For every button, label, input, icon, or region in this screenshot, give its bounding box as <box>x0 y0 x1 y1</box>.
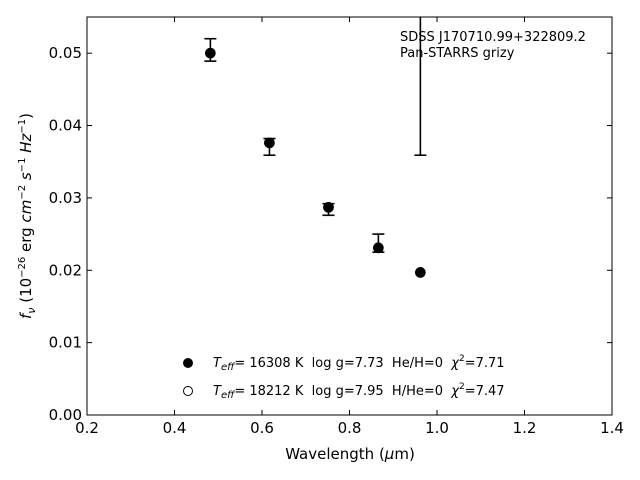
y-tick-label: 0.02 <box>49 261 82 279</box>
svg-text:fν (10−26 erg cm−2 s−1 Hz−1): fν (10−26 erg cm−2 s−1 Hz−1) <box>17 113 38 319</box>
x-tick-label: 0.4 <box>163 419 187 437</box>
legend-entry-2: Teff= 18212 K log g=7.95 H/He=0 χ2=7.47 <box>213 382 505 401</box>
x-tick-label: 1.4 <box>600 419 624 437</box>
model-point-filled <box>264 137 275 149</box>
x-tick-label: 0.6 <box>250 419 274 437</box>
legend-entry-1: Teff= 16308 K log g=7.73 He/H=0 χ2=7.71 <box>213 354 505 373</box>
y-tick-label: 0.05 <box>49 44 82 62</box>
legend: Teff= 16308 K log g=7.73 He/H=0 χ2=7.71 … <box>183 354 505 401</box>
y-axis-title: fν (10−26 erg cm−2 s−1 Hz−1) <box>17 113 38 319</box>
model-point-filled <box>323 202 334 213</box>
model-point-filled <box>205 47 216 59</box>
survey-annotation: Pan-STARRS grizy <box>400 46 515 61</box>
y-tick-label: 0.00 <box>49 406 82 424</box>
x-axis: 0.2 0.4 0.6 0.8 1.0 1.2 1.4 <box>75 17 624 437</box>
y-tick-label: 0.04 <box>49 117 82 135</box>
legend-marker-filled <box>183 358 193 368</box>
x-axis-title: Wavelength (μm) <box>285 445 415 463</box>
x-tick-label: 1.2 <box>513 419 537 437</box>
x-tick-label: 1.0 <box>425 419 449 437</box>
y-axis: 0.00 0.01 0.02 0.03 0.04 0.05 <box>49 44 612 424</box>
y-tick-label: 0.03 <box>49 189 82 207</box>
object-name-annotation: SDSS J170710.99+322809.2 <box>400 30 586 45</box>
x-tick-label: 0.2 <box>75 419 99 437</box>
data-points <box>205 47 426 278</box>
model-point-filled <box>373 242 384 254</box>
x-tick-label: 0.8 <box>338 419 362 437</box>
y-tick-label: 0.01 <box>49 334 82 352</box>
plot-area <box>86 16 613 416</box>
legend-marker-open <box>183 386 193 396</box>
model-point-filled <box>415 267 426 278</box>
